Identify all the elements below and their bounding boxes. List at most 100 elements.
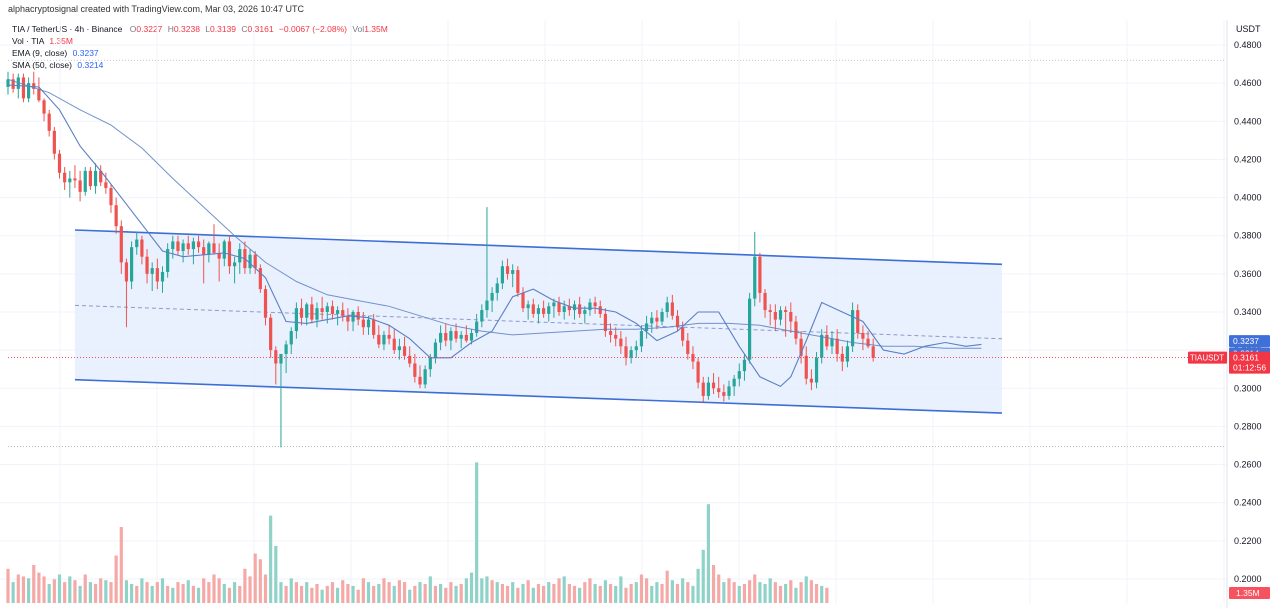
volume-bar — [140, 578, 144, 603]
candle-body — [212, 243, 216, 253]
volume-bar — [624, 587, 628, 603]
candle-body — [567, 306, 571, 311]
volume-bar — [485, 576, 489, 603]
y-tick-label: 0.4200 — [1234, 154, 1262, 164]
legend-change: −0.0067 (−2.08%) — [278, 24, 347, 34]
volume-bars — [6, 462, 829, 603]
candle-body — [784, 310, 788, 312]
volume-bar — [711, 565, 716, 603]
volume-bar — [469, 572, 474, 603]
volume-bar — [196, 587, 201, 603]
candle-body — [799, 338, 803, 356]
volume-bar — [171, 587, 175, 603]
volume-bar — [356, 589, 360, 603]
volume-bar — [706, 504, 710, 603]
candle-body — [469, 332, 474, 341]
volume-bar — [619, 576, 623, 603]
volume-bar — [160, 578, 165, 603]
volume-bar — [104, 580, 108, 603]
volume-bar — [93, 584, 98, 603]
legend-o-value: 0.3227 — [136, 24, 163, 34]
candle-body — [681, 327, 685, 341]
volume-bar — [47, 584, 51, 603]
price-axis: 0.4800 0.4600 0.4400 0.4200 0.4000 0.3800 0.36… — [1226, 20, 1262, 608]
volume-bar — [413, 585, 417, 603]
candle-body — [160, 271, 165, 282]
countdown-marker: 01:12:56 — [1233, 363, 1266, 373]
candle-body — [377, 334, 381, 345]
candle-body — [454, 331, 458, 339]
y-tick-label: 0.3600 — [1234, 269, 1262, 279]
volume-bar — [789, 580, 793, 603]
volume-bar — [294, 582, 298, 603]
legend-sma-label: SMA (50, close) — [12, 60, 72, 70]
candle-body — [763, 292, 767, 311]
volume-bar — [639, 574, 644, 603]
legend-symbol[interactable]: TIA / TetherUS · 4h · Binance — [12, 24, 123, 34]
volume-bar — [665, 570, 669, 603]
volume-bar — [191, 585, 195, 603]
volume-bar — [166, 585, 170, 603]
y-tick-label: 0.2600 — [1234, 460, 1262, 470]
candle-body — [531, 304, 535, 314]
chart-header: alphacryptosignal created with TradingVi… — [0, 0, 1280, 20]
candle-body — [104, 182, 108, 189]
volume-bar — [402, 582, 407, 603]
legend-ema-row[interactable]: EMA (9, close) 0.3237 — [12, 47, 388, 59]
volume-bar — [572, 585, 577, 603]
volume-bar — [263, 574, 268, 603]
candle-body — [459, 334, 463, 339]
candle-body — [310, 304, 314, 320]
candle-body — [392, 338, 396, 351]
candle-body — [572, 304, 577, 311]
volume-bar — [521, 584, 525, 603]
volume-bar — [217, 578, 221, 603]
volume-bar — [88, 582, 92, 603]
candle-body — [490, 292, 494, 301]
candle-body — [299, 308, 304, 318]
candle-body — [542, 308, 546, 314]
candle-body — [856, 310, 860, 333]
candle-body — [191, 241, 195, 250]
candle-body — [130, 247, 134, 282]
candle-body — [583, 310, 587, 314]
candle-body — [516, 270, 520, 293]
candle-body — [830, 338, 834, 347]
candle-body — [557, 302, 561, 312]
volume-bar — [423, 584, 427, 603]
ticker-tag: TIAUSDT — [1190, 354, 1224, 363]
candle-body — [480, 310, 484, 322]
candle-body — [670, 302, 674, 316]
volume-bar — [753, 574, 757, 603]
volume-bar — [536, 584, 541, 603]
volume-bar — [11, 582, 15, 603]
candle-body — [320, 308, 324, 312]
volume-bar — [660, 584, 664, 603]
volume-bar — [809, 580, 813, 603]
candle-body — [57, 153, 62, 173]
volume-bar — [279, 582, 283, 603]
candle-body — [274, 350, 278, 364]
legend-volume-row[interactable]: Vol · TIA 1.35M — [12, 35, 388, 47]
y-tick-label: 0.4600 — [1234, 78, 1262, 88]
candle-body — [27, 83, 31, 99]
volume-bar — [701, 549, 705, 603]
volume-bar — [42, 576, 46, 603]
volume-bar — [598, 585, 602, 603]
volume-bar — [763, 584, 767, 603]
volume-bar — [593, 584, 597, 603]
legend-sma-row[interactable]: SMA (50, close) 0.3214 — [12, 59, 388, 71]
candle-body — [475, 321, 479, 333]
candle-body — [603, 313, 607, 332]
volume-bar — [603, 580, 607, 603]
volume-bar — [32, 565, 36, 603]
legend-sma-value: 0.3214 — [77, 60, 104, 70]
volume-bar — [63, 582, 67, 603]
candle-body — [439, 332, 443, 343]
candle-body — [547, 306, 551, 314]
candle-body — [526, 304, 530, 309]
volume-bar — [341, 580, 345, 603]
volume-bar — [238, 585, 242, 603]
